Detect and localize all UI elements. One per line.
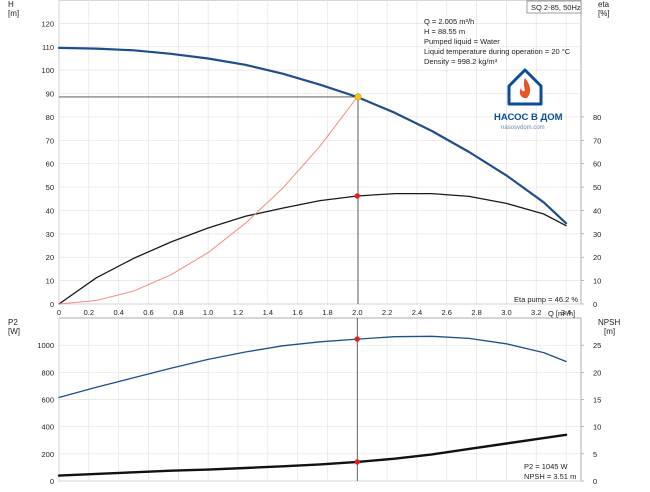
y-left-tick-label: 80 xyxy=(46,113,54,122)
series-line-efficiency xyxy=(58,192,567,305)
series-line-head xyxy=(57,46,568,225)
info-block: Q = 2.005 m³/h H = 88.55 m Pumped liquid… xyxy=(424,17,571,66)
y-right-tick-label: 15 xyxy=(593,396,601,405)
y-left-tick-label: 0 xyxy=(50,477,54,486)
series-bottom xyxy=(57,335,568,477)
y-left-tick-label: 10 xyxy=(46,277,54,286)
y-right-unit-bottom: [m] xyxy=(604,327,615,336)
y-right-tick-label: 40 xyxy=(593,206,601,215)
series-line-npsh xyxy=(57,433,568,477)
x-tick-label: 1.0 xyxy=(203,308,213,317)
efficiency-point xyxy=(354,193,360,199)
y-left-title-top: H xyxy=(8,0,14,9)
x-tick-label: 2.8 xyxy=(471,308,481,317)
y-right-title-top: eta xyxy=(598,0,610,9)
info-line: Density = 998.2 kg/m³ xyxy=(424,57,498,66)
y-left-tick-label: 100 xyxy=(41,66,54,75)
x-tick-label: 3.2 xyxy=(531,308,541,317)
plot-frame xyxy=(58,0,582,305)
y-left-tick-label: 120 xyxy=(41,19,54,28)
y-left-title-bottom: P2 xyxy=(8,318,18,327)
logo-title: НАСОС В ДОМ xyxy=(494,112,563,123)
x-tick-label: 0.6 xyxy=(143,308,153,317)
y-left-tick-label: 110 xyxy=(42,43,54,52)
y-left-unit-top: [m] xyxy=(8,9,19,18)
x-tick-label: 0.8 xyxy=(173,308,183,317)
x-tick-label: 1.4 xyxy=(263,308,273,317)
y-right-unit-top: [%] xyxy=(598,9,610,18)
y-right-tick-label: 80 xyxy=(593,113,601,122)
y-left-tick-label: 1000 xyxy=(37,341,54,350)
x-tick-label: 1.8 xyxy=(322,308,332,317)
y-right-tick-label: 60 xyxy=(593,160,601,169)
series-line-power xyxy=(58,335,567,399)
model-label: SQ 2-85, 50Hz xyxy=(531,3,581,12)
y-left-tick-label: 200 xyxy=(41,450,54,459)
y-left-tick-label: 400 xyxy=(41,423,54,432)
x-tick-label: 0.4 xyxy=(113,308,123,317)
info-line: H = 88.55 m xyxy=(424,27,465,36)
logo-subtitle: nasosvdom.com xyxy=(501,125,545,131)
x-tick-label: 3.0 xyxy=(501,308,511,317)
y-right-tick-label: 20 xyxy=(593,253,601,262)
info-line: Liquid temperature during operation = 20… xyxy=(424,47,571,56)
y-left-unit-bottom: [W] xyxy=(8,327,20,336)
y-right-tick-label: 0 xyxy=(593,300,597,309)
x-tick-label: 2.6 xyxy=(442,308,452,317)
tick-labels: 0102030405060708090100110120010203040506… xyxy=(37,19,601,486)
grid-bottom xyxy=(58,317,584,482)
p2-annotation: P2 = 1045 W xyxy=(524,462,568,471)
x-tick-label: 2.2 xyxy=(382,308,392,317)
y-left-tick-label: 800 xyxy=(41,368,54,377)
y-right-tick-label: 10 xyxy=(593,277,601,286)
npsh-point xyxy=(354,459,360,465)
x-tick-label: 2.4 xyxy=(412,308,422,317)
y-left-tick-label: 20 xyxy=(46,253,54,262)
y-right-tick-label: 25 xyxy=(593,341,601,350)
y-left-tick-label: 30 xyxy=(46,230,54,239)
y-left-tick-label: 70 xyxy=(46,136,54,145)
y-right-tick-label: 50 xyxy=(593,183,601,192)
model-label-box xyxy=(526,0,582,14)
x-tick-label: 3.4 xyxy=(561,308,571,317)
x-tick-label: 1.2 xyxy=(233,308,243,317)
power-point xyxy=(354,336,360,342)
x-axis-title: Q [m³/h] xyxy=(548,309,575,318)
eta-annotation: Eta pump = 46.2 % xyxy=(514,295,578,304)
y-left-tick-label: 90 xyxy=(46,90,54,99)
info-line: Pumped liquid = Water xyxy=(424,37,500,46)
y-right-tick-label: 30 xyxy=(593,230,601,239)
y-right-tick-label: 5 xyxy=(593,450,597,459)
y-right-tick-label: 70 xyxy=(593,136,601,145)
flame-icon xyxy=(519,78,531,99)
y-left-tick-label: 600 xyxy=(41,396,54,405)
x-tick-label: 0.2 xyxy=(84,308,94,317)
y-left-tick-label: 50 xyxy=(46,183,54,192)
y-right-title-bottom: NPSH xyxy=(598,318,620,327)
x-tick-label: 0 xyxy=(57,308,61,317)
y-right-tick-label: 20 xyxy=(593,368,601,377)
npsh-annotation: NPSH = 3.51 m xyxy=(524,472,576,481)
y-left-tick-label: 40 xyxy=(46,206,54,215)
y-left-tick-label: 60 xyxy=(46,160,54,169)
y-right-tick-label: 0 xyxy=(593,477,597,486)
series-line-system-curve xyxy=(58,96,358,305)
x-tick-label: 1.6 xyxy=(292,308,302,317)
brand-logo: НАСОС В ДОМ nasosvdom.com xyxy=(494,68,563,131)
series-top xyxy=(57,46,568,305)
x-tick-label: 2.0 xyxy=(352,308,362,317)
y-left-tick-label: 0 xyxy=(50,300,54,309)
y-right-tick-label: 10 xyxy=(593,423,601,432)
info-line: Q = 2.005 m³/h xyxy=(424,17,474,26)
grid-top xyxy=(58,0,584,305)
duty-point xyxy=(354,93,362,101)
